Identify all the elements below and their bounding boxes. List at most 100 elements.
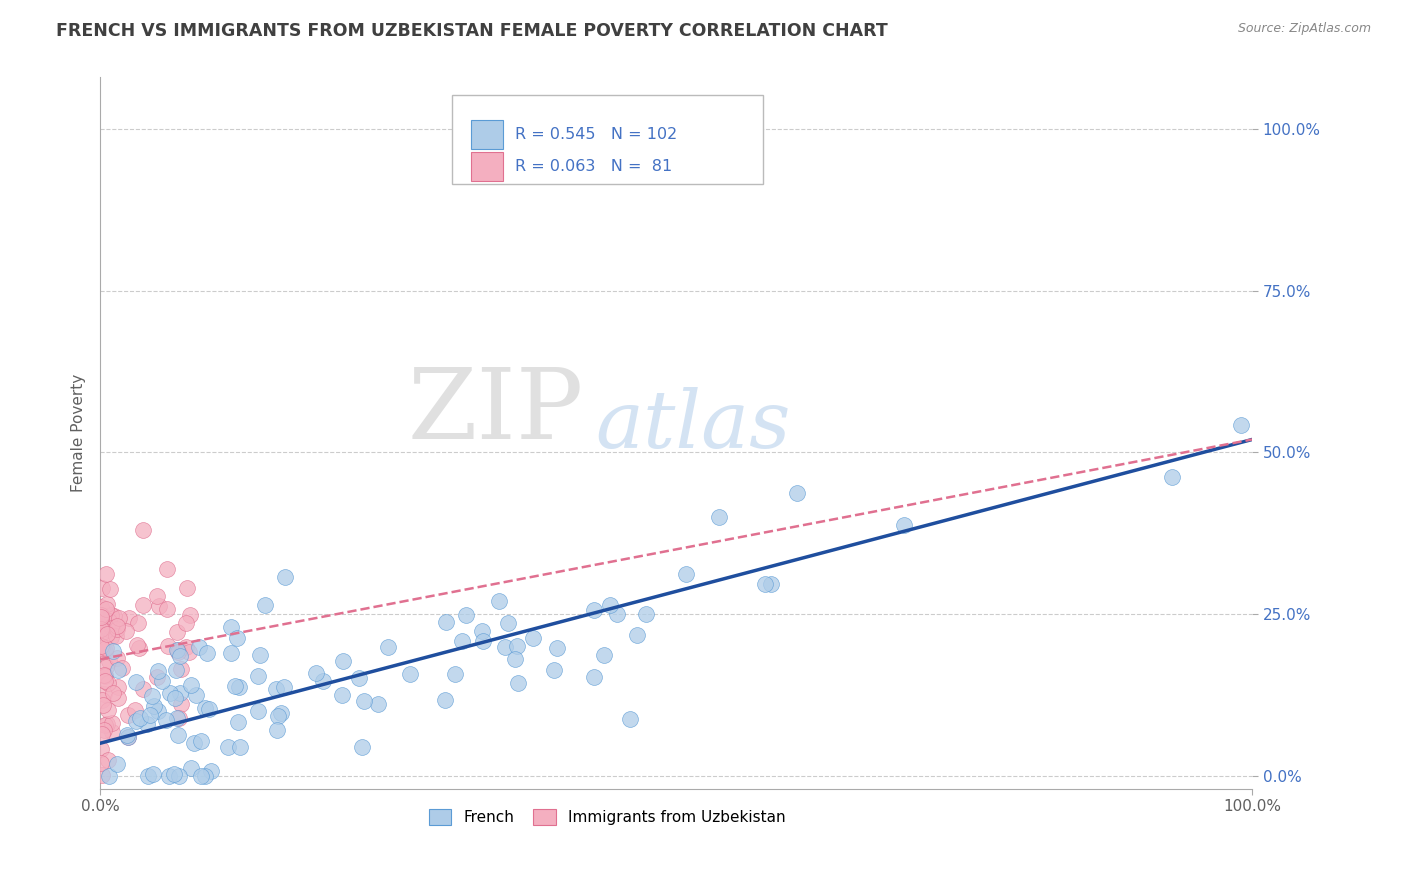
Point: [1229, 417, 1251, 432]
Point: [305, 665, 328, 680]
Point: [90, 599, 112, 614]
Point: [496, 615, 519, 630]
Point: [471, 634, 494, 648]
Point: [217, 739, 239, 754]
Point: [93, 668, 115, 682]
Point: [505, 651, 527, 665]
Point: [200, 764, 222, 779]
Point: [179, 607, 201, 622]
Point: [91, 698, 114, 713]
Point: [488, 594, 510, 608]
Point: [117, 611, 139, 625]
Point: [163, 691, 186, 706]
Point: [186, 688, 208, 702]
Point: [125, 714, 148, 729]
Point: [180, 761, 202, 775]
Point: [139, 708, 162, 723]
Point: [1160, 469, 1182, 483]
Point: [367, 697, 389, 711]
Point: [167, 769, 190, 783]
Point: [142, 767, 165, 781]
Point: [155, 713, 177, 727]
Point: [156, 602, 179, 616]
Point: [93, 674, 115, 689]
Point: [163, 766, 186, 780]
Point: [505, 639, 527, 653]
Point: [754, 577, 776, 591]
Point: [176, 581, 198, 595]
Text: ZIP: ZIP: [408, 364, 583, 459]
Point: [146, 664, 169, 678]
Point: [132, 523, 155, 537]
Point: [166, 710, 188, 724]
Point: [174, 640, 197, 655]
Point: [159, 685, 181, 699]
Point: [96, 597, 118, 611]
Point: [675, 567, 697, 582]
Point: [100, 715, 122, 730]
Point: [174, 616, 197, 631]
Point: [111, 661, 134, 675]
Point: [593, 648, 616, 662]
Point: [169, 686, 191, 700]
Point: [90, 741, 112, 756]
Point: [90, 619, 112, 633]
Point: [135, 716, 157, 731]
FancyBboxPatch shape: [471, 120, 503, 149]
Point: [247, 669, 270, 683]
Point: [398, 666, 420, 681]
Point: [377, 640, 399, 654]
Point: [266, 723, 288, 737]
Point: [100, 631, 122, 645]
Point: [90, 640, 112, 655]
Point: [454, 607, 477, 622]
Point: [94, 567, 117, 582]
Point: [150, 674, 173, 689]
Point: [117, 730, 139, 744]
FancyBboxPatch shape: [471, 153, 503, 180]
Point: [471, 624, 494, 639]
Point: [96, 640, 118, 655]
Point: [148, 599, 170, 613]
Point: [177, 645, 200, 659]
Point: [93, 687, 115, 701]
Point: [264, 681, 287, 696]
Point: [167, 643, 190, 657]
Point: [312, 673, 335, 688]
Point: [190, 734, 212, 748]
Point: [229, 739, 252, 754]
Point: [107, 622, 129, 636]
Point: [96, 716, 118, 731]
Point: [226, 714, 249, 729]
Point: [125, 674, 148, 689]
Point: [626, 628, 648, 642]
Point: [93, 723, 115, 737]
Point: [494, 640, 516, 655]
Point: [103, 686, 125, 700]
Point: [166, 643, 188, 657]
Point: [143, 699, 166, 714]
Point: [97, 703, 120, 717]
Point: [98, 654, 121, 668]
Point: [96, 659, 118, 673]
Text: R = 0.545   N = 102: R = 0.545 N = 102: [515, 127, 678, 142]
Point: [443, 666, 465, 681]
Point: [101, 725, 124, 739]
Point: [249, 648, 271, 662]
Point: [786, 486, 808, 500]
Point: [96, 626, 118, 640]
Point: [583, 603, 606, 617]
Point: [522, 631, 544, 645]
Point: [103, 644, 125, 658]
Point: [349, 671, 371, 685]
Point: [707, 509, 730, 524]
Text: R = 0.063   N =  81: R = 0.063 N = 81: [515, 159, 672, 174]
Point: [146, 670, 169, 684]
Point: [267, 708, 290, 723]
Point: [148, 704, 170, 718]
Point: [132, 598, 155, 612]
Point: [156, 562, 179, 576]
Y-axis label: Female Poverty: Female Poverty: [72, 374, 86, 492]
Point: [98, 615, 121, 629]
Legend: French, Immigrants from Uzbekistan: French, Immigrants from Uzbekistan: [419, 800, 794, 834]
